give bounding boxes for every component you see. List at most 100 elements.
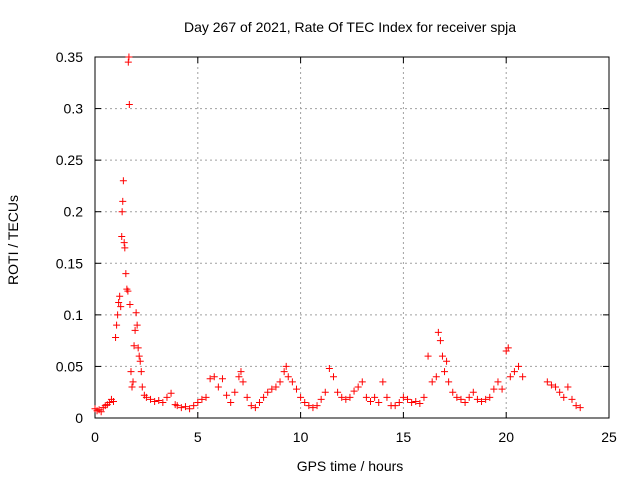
data-point — [122, 270, 130, 278]
data-point — [436, 337, 444, 345]
data-point — [117, 303, 125, 311]
data-point — [434, 328, 442, 336]
data-point — [190, 402, 198, 410]
data-point — [309, 404, 317, 412]
data-point — [113, 321, 121, 329]
y-tick-label: 0 — [75, 410, 83, 426]
data-point — [151, 397, 159, 405]
data-point — [301, 399, 309, 407]
data-point — [482, 395, 490, 403]
data-point — [181, 403, 189, 411]
x-tick-label: 25 — [601, 429, 617, 445]
data-point — [260, 393, 268, 401]
data-point — [449, 388, 457, 396]
data-point — [510, 368, 518, 376]
data-point — [346, 393, 354, 401]
data-point — [132, 309, 140, 317]
data-point — [119, 177, 127, 185]
data-point — [391, 402, 399, 410]
y-tick-label: 0.3 — [64, 101, 84, 117]
x-tick-label: 5 — [194, 429, 202, 445]
data-point — [478, 397, 486, 405]
data-point — [572, 402, 580, 410]
data-point — [473, 395, 481, 403]
data-point — [155, 396, 163, 404]
data-point — [547, 381, 555, 389]
y-tick-label: 0.1 — [64, 307, 84, 323]
x-tick-label: 0 — [91, 429, 99, 445]
data-point — [504, 344, 512, 352]
data-point — [131, 326, 139, 334]
data-point — [498, 385, 506, 393]
y-tick-label: 0.35 — [56, 49, 83, 65]
data-point — [432, 373, 440, 381]
data-point — [124, 58, 132, 66]
data-point — [338, 393, 346, 401]
data-point — [110, 397, 118, 405]
data-point — [552, 383, 560, 391]
data-point — [416, 400, 424, 408]
data-point — [255, 399, 263, 407]
data-point — [438, 352, 446, 360]
data-point — [486, 393, 494, 401]
data-point — [367, 397, 375, 405]
data-point — [118, 208, 126, 216]
data-point — [125, 100, 133, 108]
data-point — [362, 393, 370, 401]
data-point — [313, 402, 321, 410]
data-point — [147, 395, 155, 403]
data-point — [428, 378, 436, 386]
y-tick-label: 0.05 — [56, 358, 83, 374]
data-point — [186, 405, 194, 413]
data-point — [445, 378, 453, 386]
data-point — [494, 378, 502, 386]
data-point — [115, 298, 123, 306]
data-point — [130, 342, 138, 350]
data-point — [292, 385, 300, 393]
data-point — [243, 393, 251, 401]
chart-title: Day 267 of 2021, Rate Of TEC Index for r… — [184, 19, 516, 35]
data-point — [124, 287, 132, 295]
data-point — [317, 395, 325, 403]
data-point — [227, 399, 235, 407]
y-axis-label: ROTI / TECUs — [5, 195, 21, 285]
data-point — [334, 388, 342, 396]
data-point — [325, 364, 333, 372]
data-point — [350, 387, 358, 395]
data-point — [126, 301, 134, 309]
data-point — [424, 352, 432, 360]
data-point — [469, 388, 477, 396]
data-point — [375, 399, 383, 407]
data-point — [198, 395, 206, 403]
data-point — [214, 383, 222, 391]
data-point — [251, 404, 259, 412]
data-point — [97, 408, 105, 416]
data-point — [404, 395, 412, 403]
data-point — [116, 292, 124, 300]
data-point — [223, 391, 231, 399]
data-point — [142, 393, 150, 401]
data-point — [305, 402, 313, 410]
data-point — [206, 375, 214, 383]
data-point — [461, 399, 469, 407]
data-point — [235, 373, 243, 381]
data-point — [515, 362, 523, 370]
data-point — [133, 321, 141, 329]
data-point — [163, 393, 171, 401]
data-point — [288, 378, 296, 386]
data-point — [118, 232, 126, 240]
data-point — [194, 399, 202, 407]
data-point — [112, 334, 120, 342]
data-point — [395, 399, 403, 407]
data-point — [239, 378, 247, 386]
data-point — [210, 373, 218, 381]
data-point — [371, 393, 379, 401]
x-tick-label: 15 — [396, 429, 412, 445]
plot-frame — [94, 56, 610, 419]
data-point — [125, 53, 133, 61]
data-point — [443, 357, 451, 365]
data-point — [399, 393, 407, 401]
data-point — [173, 402, 181, 410]
data-point — [490, 385, 498, 393]
